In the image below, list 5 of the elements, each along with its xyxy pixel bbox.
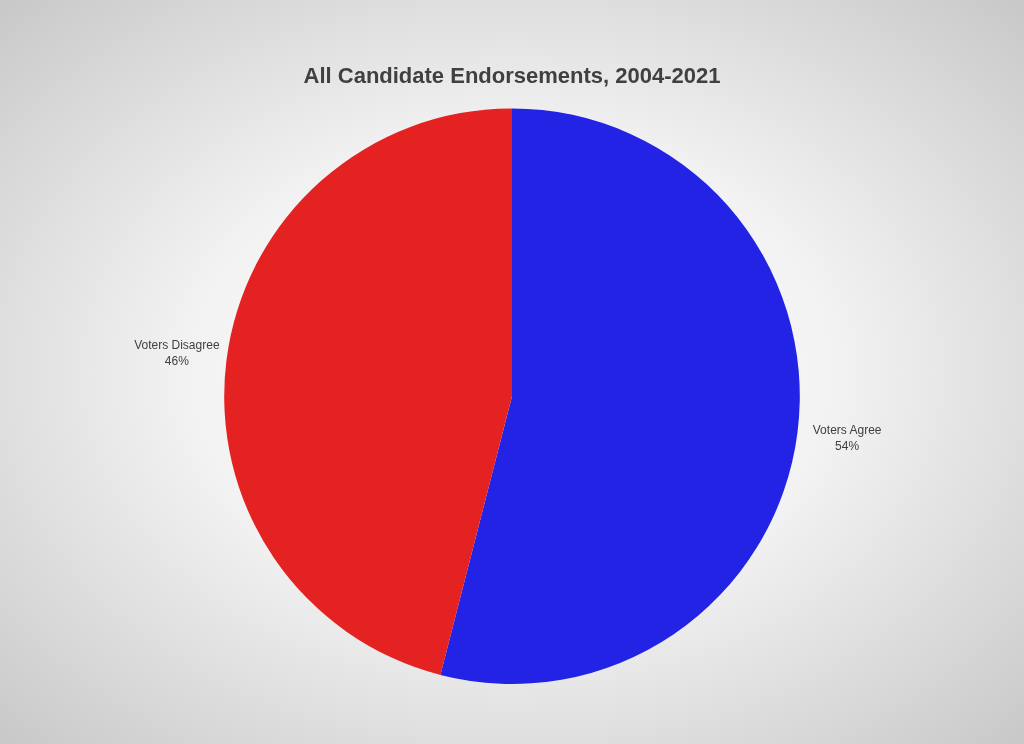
- data-label: 46%: [164, 354, 190, 369]
- chart-title: All Candidate Endorsements, 2004-2021: [303, 63, 721, 89]
- data-label: 54%: [835, 438, 860, 453]
- slice-label: Voters Disagree: [134, 338, 220, 353]
- slice-label: Voters Agree: [812, 422, 882, 437]
